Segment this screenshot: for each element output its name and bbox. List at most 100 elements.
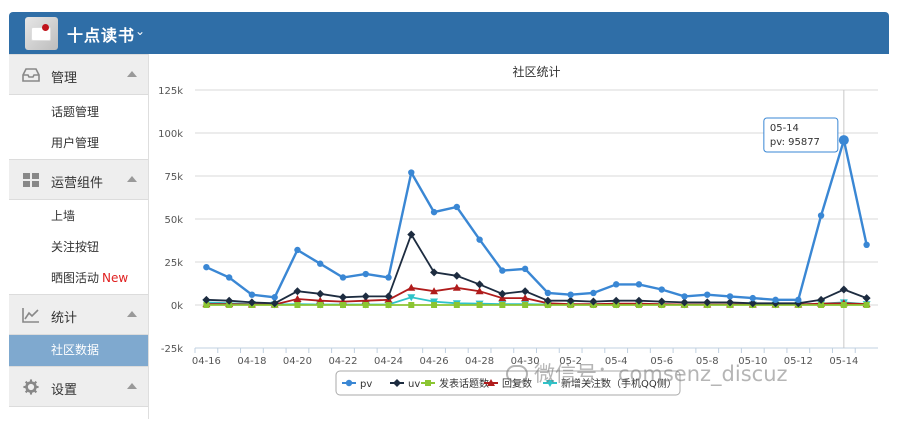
community-stats-chart: 社区统计 -25k 0k 25k 50k 75k 100k 125k 04-16 04-18 04-… [158,64,878,396]
brand-logo[interactable] [25,17,58,50]
sidebar-group-operations[interactable]: 运营组件 [9,159,148,200]
data-point [430,268,439,277]
line-chart-icon [22,308,39,323]
data-point [407,283,416,291]
data-point [817,295,826,304]
sidebar-item-label: 晒图活动 [51,271,100,285]
data-point [452,271,461,280]
legend-marker [393,379,401,387]
sidebar-group-label: 运营组件 [51,176,104,191]
x-tick-label: 05-10 [738,356,767,367]
y-tick-label: 75k [164,172,183,183]
data-point [634,296,643,305]
series-line-uv [206,232,867,305]
data-point [680,298,689,307]
x-tick-label: 04-26 [420,356,449,367]
data-point [430,287,439,295]
data-point [862,294,871,303]
data-point [384,292,393,301]
sidebar-item-wall[interactable]: 上墙 [51,209,76,223]
data-point [453,203,461,211]
x-tick-label: 04-16 [192,356,221,367]
data-point [226,302,233,308]
data-point [431,302,438,308]
data-point [522,302,529,308]
data-point [658,286,665,293]
top-header: 十点读书 ⌄ [9,12,889,54]
grid-icon [23,173,39,187]
brand-name[interactable]: 十点读书 [67,26,136,45]
chevron-down-icon[interactable]: ⌄ [135,24,146,38]
data-point [635,281,643,288]
data-point [839,285,848,294]
legend-label: uv [408,379,420,390]
gear-icon [23,379,39,395]
data-point [726,293,734,300]
data-point [566,296,575,305]
data-point [567,291,574,298]
data-point [338,293,347,302]
data-point [499,302,506,308]
data-point [294,246,301,254]
legend-marker [345,379,353,387]
data-point [475,287,484,295]
data-point [339,302,346,308]
x-tick-label: 04-22 [328,356,357,367]
data-point [863,302,870,308]
data-point [840,302,847,308]
legend-marker [546,380,554,387]
data-point [225,296,234,305]
data-point [294,302,301,308]
data-point [225,274,233,281]
sidebar-group-manage[interactable]: 管理 [9,54,148,95]
y-tick-label: 25k [164,258,183,269]
x-tick-label: 04-20 [283,356,312,367]
watermark-text: 微信号：comsenz_discuz [534,362,788,386]
data-point [749,294,756,302]
sidebar-item-topic-manage[interactable]: 话题管理 [51,105,100,119]
data-point [248,291,256,298]
x-tick-label: 05-8 [696,356,719,367]
data-point [203,302,210,308]
sidebar-item-follow-button[interactable]: 关注按钮 [51,240,100,254]
data-point [817,212,825,219]
x-tick-label: 05-2 [559,356,582,367]
tooltip-box [763,117,839,153]
data-point [657,297,666,306]
sidebar-item-user-manage[interactable]: 用户管理 [51,136,100,150]
sidebar-group-label: 管理 [51,71,78,86]
sidebar-group-settings[interactable]: 设置 [9,366,148,407]
cherry-icon [42,24,49,31]
data-point [726,298,735,307]
data-point [612,296,621,305]
data-point [613,302,620,308]
x-tick-label: 04-30 [511,356,540,367]
watermark: 微信号：comsenz_discuz [506,358,788,388]
data-point [452,283,461,291]
data-point [521,294,530,302]
data-point [635,302,642,308]
sidebar: 管理 话题管理 用户管理 运营组件 上墙 关注按钮 晒图活动 New [9,54,149,419]
sidebar-item-photo-event[interactable]: 晒图活动 New [9,263,148,294]
chevron-up-icon [127,71,137,77]
data-point [407,294,416,302]
data-point [203,263,210,271]
data-point [521,265,529,273]
sidebar-group-label: 设置 [51,383,78,398]
series-line-pv [205,135,868,302]
data-point [499,267,506,274]
data-point [202,295,211,304]
sidebar-item-community-data[interactable]: 社区数据 [9,335,148,366]
data-point [316,296,325,304]
data-point [475,280,484,289]
legend-label: 发表话题数 [439,377,489,390]
data-point [681,293,688,300]
data-point [408,169,415,176]
sidebar-group-stats[interactable]: 统计 [9,294,148,335]
chart-panel: 社区统计 -25k 0k 25k 50k 75k 100k 125k 04-16 04-18 04-… [150,54,889,419]
data-point [612,281,620,288]
data-point [317,260,324,267]
chevron-up-icon [127,176,137,182]
tooltip-date: 05-14 [770,123,799,134]
x-tick-label: 05-14 [829,356,858,367]
